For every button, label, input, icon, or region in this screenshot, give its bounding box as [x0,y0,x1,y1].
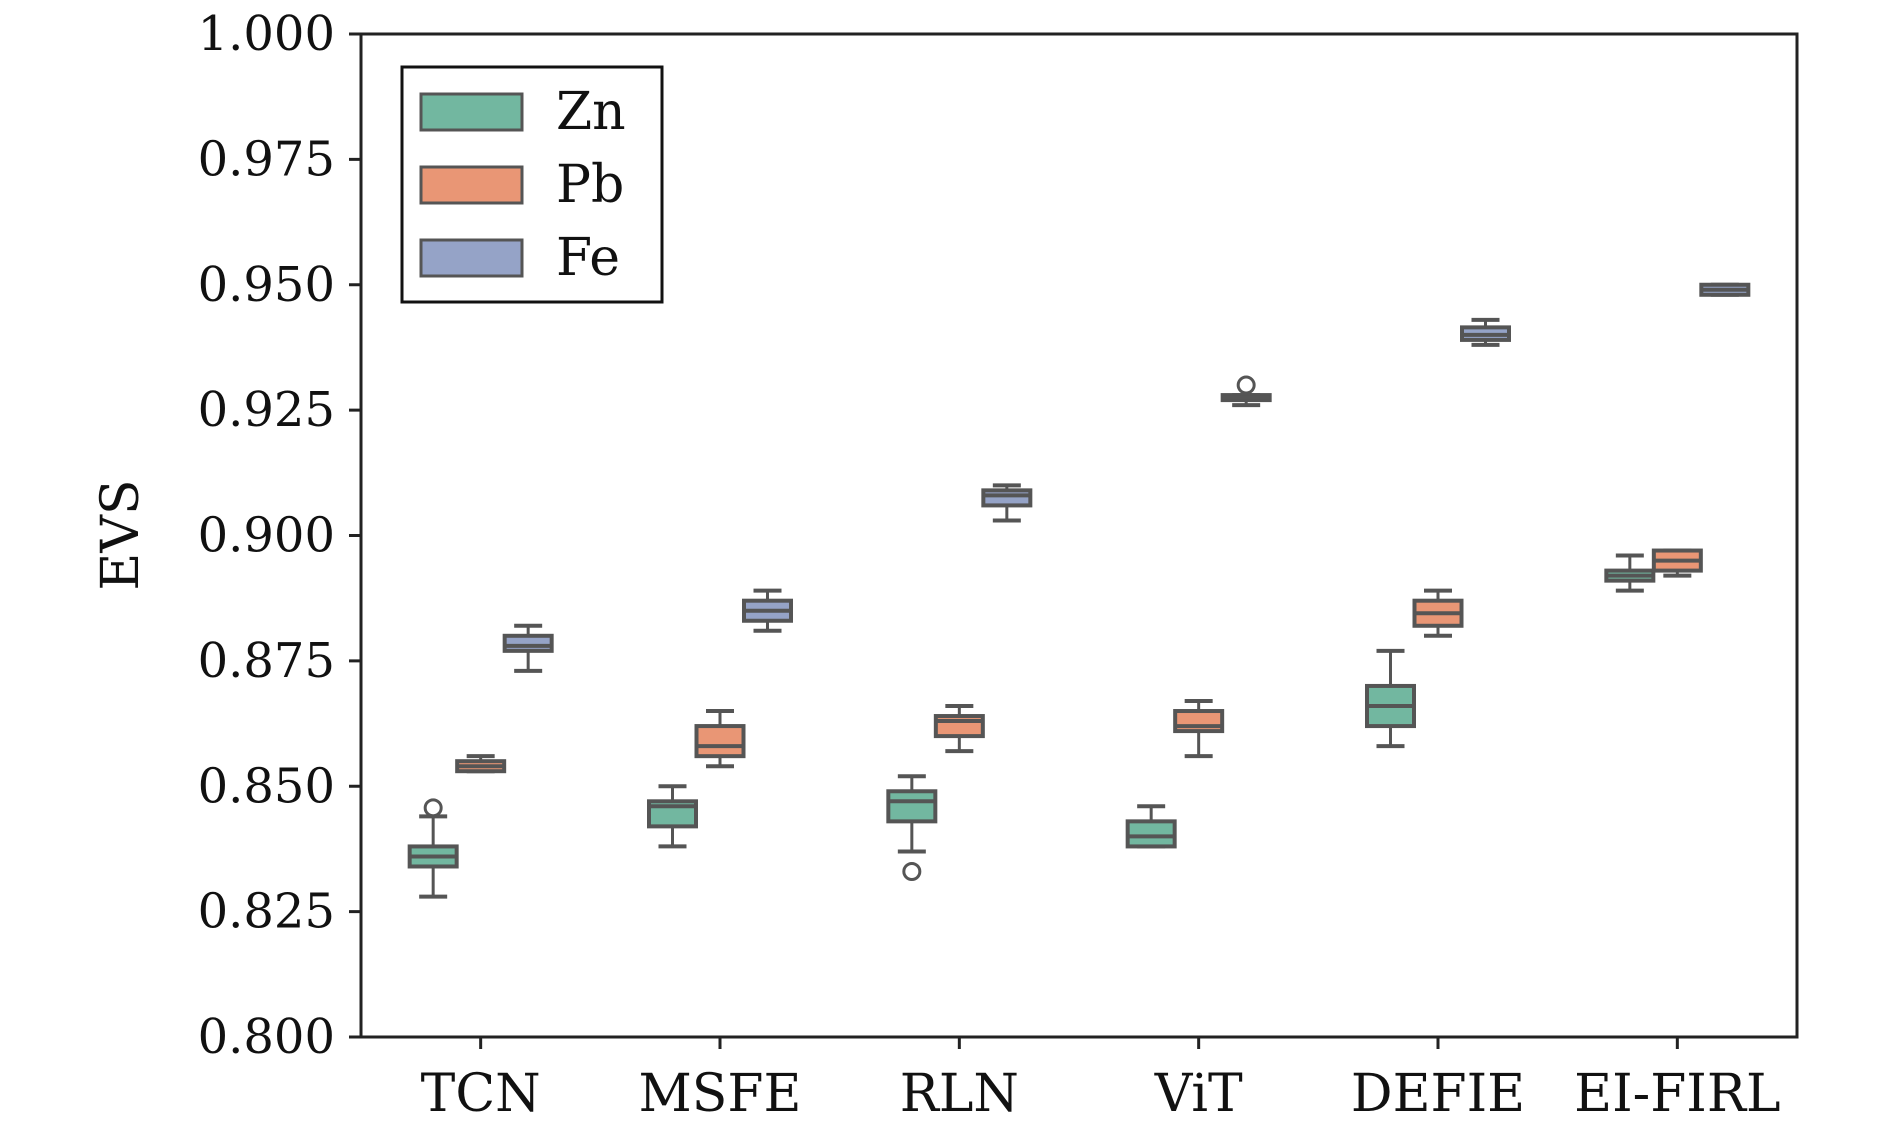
x-tick-label: ViT [1154,1064,1243,1124]
y-tick-label: 0.800 [198,1009,335,1065]
x-tick-label: DEFIE [1351,1064,1525,1124]
plot-marks [407,282,1751,899]
box-fe-defie [1460,317,1511,347]
legend-label-fe: Fe [556,228,620,288]
outlier-point [1236,375,1256,395]
y-axis-label: EVS [91,479,151,590]
box-pb-rln [933,704,985,754]
box-pb-msfe [694,709,746,769]
box-body [1173,709,1225,734]
y-tick-label: 0.975 [198,131,335,187]
y-tick-label: 0.900 [198,508,335,564]
box-fe-tcn [502,623,554,673]
x-tick-label: RLN [900,1064,1019,1124]
box-fe-ei-firl [1699,282,1751,297]
legend: Zn Pb Fe [400,65,664,304]
box-fe-vit [1220,375,1272,408]
box-zn-tcn [407,798,459,899]
outlier-point [902,862,922,882]
y-tick-label: 0.875 [198,633,335,689]
box-pb-ei-firl [1651,548,1703,578]
legend-swatch-pb [419,165,524,205]
legend-swatch-fe [419,238,524,278]
box-pb-tcn [455,754,507,774]
y-tick-label: 0.825 [198,884,335,940]
box-zn-ei-firl [1604,553,1656,593]
x-tick-label: MSFE [639,1064,802,1124]
y-tick-label: 0.950 [198,257,335,313]
box-fe-msfe [742,588,793,633]
legend-swatch-zn [419,92,524,132]
legend-label-zn: Zn [556,82,626,142]
box-fe-rln [981,483,1033,523]
x-axis: TCN MSFE RLN ViT DEFIE EI-FIRL [421,1037,1781,1124]
y-tick-label: 0.850 [198,758,335,814]
x-tick-label: EI-FIRL [1574,1064,1780,1124]
legend-label-pb: Pb [556,155,624,215]
box-zn-msfe [647,784,698,849]
x-tick-label: TCN [421,1064,541,1124]
box-body [981,488,1033,508]
y-tick-label: 0.925 [198,382,335,438]
box-body [694,724,746,759]
box-body [933,714,985,739]
y-axis: 0.800 0.825 0.850 0.875 0.900 0.925 0.950 0.975… [198,6,361,1065]
box-body [502,633,554,653]
box-zn-defie [1365,648,1416,749]
box-pb-defie [1412,588,1464,638]
box-body [1125,819,1177,849]
box-zn-vit [1125,804,1177,849]
y-tick-label: 1.000 [198,6,335,62]
box-body [886,789,938,824]
box-zn-rln [886,774,938,882]
outlier-point [423,798,443,818]
box-pb-vit [1173,698,1225,759]
